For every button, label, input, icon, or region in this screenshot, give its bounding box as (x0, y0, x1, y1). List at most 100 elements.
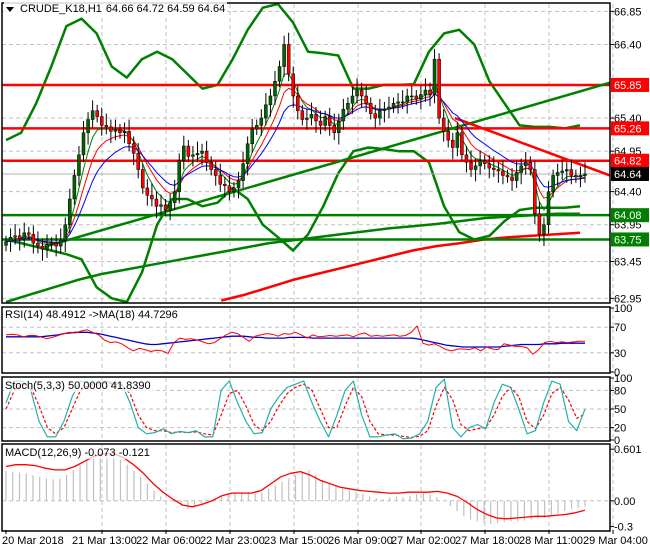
bear-candle[interactable] (569, 169, 574, 176)
bear-candle[interactable] (209, 161, 213, 170)
bull-candle[interactable] (168, 202, 172, 211)
bear-candle[interactable] (428, 89, 432, 95)
collapse-triangle-icon[interactable] (6, 6, 14, 12)
bull-candle[interactable] (560, 170, 564, 173)
rsi-pane[interactable] (5, 325, 585, 355)
bear-candle[interactable] (141, 169, 145, 189)
bear-candle[interactable] (332, 125, 337, 134)
bear-candle[interactable] (451, 139, 455, 148)
price-pane[interactable] (2, 2, 611, 304)
macd-pane[interactable] (5, 452, 586, 524)
bear-candle[interactable] (286, 44, 291, 75)
bear-candle[interactable] (496, 169, 501, 172)
bull-candle[interactable] (578, 175, 583, 178)
bear-candle[interactable] (482, 160, 487, 164)
bull-candle[interactable] (68, 198, 72, 225)
bear-candle[interactable] (204, 150, 209, 163)
bull-candle[interactable] (378, 110, 382, 119)
bear-candle[interactable] (36, 242, 40, 247)
bear-candle[interactable] (131, 143, 136, 154)
bull-candle[interactable] (254, 125, 259, 130)
bear-candle[interactable] (186, 145, 191, 157)
bull-candle[interactable] (346, 103, 350, 110)
bear-candle[interactable] (441, 117, 446, 132)
bull-candle[interactable] (182, 145, 186, 161)
bull-candle[interactable] (396, 101, 400, 104)
bull-candle[interactable] (77, 154, 81, 176)
bear-candle[interactable] (118, 129, 122, 134)
bear-candle[interactable] (163, 204, 168, 211)
bull-candle[interactable] (250, 128, 254, 145)
bear-candle[interactable] (145, 187, 150, 196)
bear-candle[interactable] (501, 170, 505, 176)
bear-candle[interactable] (487, 163, 492, 169)
bull-candle[interactable] (432, 58, 437, 95)
bear-candle[interactable] (464, 154, 469, 163)
bear-candle[interactable] (127, 131, 131, 145)
bull-candle[interactable] (241, 163, 245, 181)
bull-candle[interactable] (551, 175, 555, 192)
bear-candle[interactable] (296, 95, 300, 111)
bull-candle[interactable] (523, 161, 528, 167)
bull-candle[interactable] (410, 95, 414, 98)
bull-candle[interactable] (86, 119, 90, 134)
bull-candle[interactable] (514, 172, 519, 181)
bull-candle[interactable] (259, 117, 264, 126)
bear-candle[interactable] (95, 110, 99, 117)
bull-candle[interactable] (583, 173, 587, 176)
bull-candle[interactable] (200, 150, 204, 154)
bull-candle[interactable] (309, 114, 314, 119)
bear-candle[interactable] (109, 126, 113, 132)
bull-candle[interactable] (473, 165, 478, 170)
bull-candle[interactable] (546, 191, 551, 225)
bull-candle[interactable] (268, 95, 273, 106)
bear-candle[interactable] (460, 132, 464, 156)
bull-candle[interactable] (305, 117, 309, 120)
bear-candle[interactable] (218, 175, 223, 185)
bull-candle[interactable] (49, 242, 54, 245)
bear-candle[interactable] (213, 169, 218, 176)
bull-candle[interactable] (90, 110, 95, 120)
bull-candle[interactable] (382, 108, 387, 111)
bull-candle[interactable] (400, 101, 405, 104)
bear-candle[interactable] (27, 232, 31, 235)
bear-candle[interactable] (327, 116, 332, 126)
bear-candle[interactable] (104, 125, 109, 128)
bear-candle[interactable] (291, 73, 295, 97)
bear-candle[interactable] (359, 89, 364, 97)
bull-candle[interactable] (350, 95, 355, 104)
bull-candle[interactable] (195, 153, 200, 156)
bull-candle[interactable] (337, 120, 341, 134)
bear-candle[interactable] (469, 161, 473, 170)
bear-candle[interactable] (40, 245, 45, 250)
bull-candle[interactable] (63, 224, 68, 241)
bull-candle[interactable] (565, 169, 569, 172)
bull-candle[interactable] (58, 239, 63, 247)
rising-support-trendline[interactable] (44, 81, 611, 249)
bull-candle[interactable] (177, 160, 181, 192)
bull-candle[interactable] (423, 89, 428, 95)
bull-candle[interactable] (455, 132, 460, 148)
bull-candle[interactable] (405, 95, 409, 103)
bear-candle[interactable] (574, 175, 578, 178)
bear-candle[interactable] (31, 234, 36, 244)
bull-candle[interactable] (387, 106, 391, 110)
bear-candle[interactable] (537, 213, 542, 235)
bull-candle[interactable] (542, 224, 546, 235)
bear-candle[interactable] (54, 242, 58, 247)
bear-candle[interactable] (528, 161, 533, 170)
bull-candle[interactable] (22, 232, 26, 239)
bull-candle[interactable] (273, 81, 277, 97)
bull-candle[interactable] (555, 172, 560, 176)
bear-candle[interactable] (17, 235, 22, 239)
bull-candle[interactable] (13, 235, 17, 238)
bull-candle[interactable] (232, 187, 236, 192)
bull-candle[interactable] (519, 165, 523, 173)
bull-candle[interactable] (264, 104, 268, 119)
bear-candle[interactable] (446, 131, 450, 141)
bull-candle[interactable] (159, 204, 163, 207)
bear-candle[interactable] (223, 184, 227, 186)
bear-candle[interactable] (154, 198, 159, 207)
falling-resistance-trendline[interactable] (454, 116, 611, 177)
bull-candle[interactable] (4, 241, 8, 246)
